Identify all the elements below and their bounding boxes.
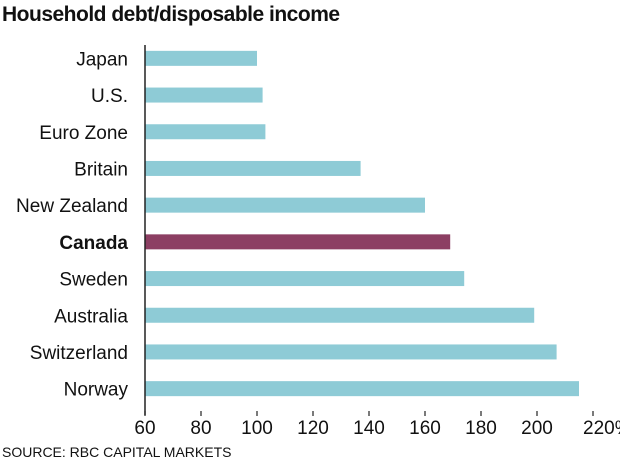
bar-norway bbox=[145, 381, 579, 397]
bar-australia bbox=[145, 307, 535, 323]
bar-japan bbox=[145, 50, 257, 66]
x-tick-label: 80 bbox=[190, 418, 211, 439]
x-tick-label: 160 bbox=[409, 418, 441, 439]
bar-u-s- bbox=[145, 87, 263, 103]
category-label: Australia bbox=[54, 306, 128, 327]
bar-new-zealand bbox=[145, 197, 425, 213]
x-tick-label: 200 bbox=[521, 418, 553, 439]
bar-switzerland bbox=[145, 344, 557, 360]
category-label: Norway bbox=[64, 380, 129, 401]
category-label: Sweden bbox=[59, 270, 128, 291]
x-tick-label: 220% bbox=[583, 418, 620, 439]
x-tick-label: 180 bbox=[465, 418, 497, 439]
x-tick-label: 100 bbox=[241, 418, 273, 439]
category-label: Britain bbox=[74, 159, 128, 180]
bar-britain bbox=[145, 160, 361, 176]
category-label: Switzerland bbox=[30, 343, 128, 364]
x-tick-label: 60 bbox=[134, 418, 155, 439]
chart-title: Household debt/disposable income bbox=[2, 3, 340, 26]
x-tick-label: 140 bbox=[353, 418, 385, 439]
category-label: Canada bbox=[59, 233, 128, 254]
bar-canada bbox=[145, 234, 451, 250]
x-tick-label: 120 bbox=[297, 418, 329, 439]
source-note: SOURCE: RBC CAPITAL MARKETS bbox=[2, 444, 232, 460]
category-label: Euro Zone bbox=[39, 123, 128, 144]
category-label: Japan bbox=[76, 49, 128, 70]
category-label: New Zealand bbox=[16, 196, 128, 217]
category-label: U.S. bbox=[91, 86, 128, 107]
bar-sweden bbox=[145, 271, 465, 287]
bar-euro-zone bbox=[145, 124, 266, 140]
